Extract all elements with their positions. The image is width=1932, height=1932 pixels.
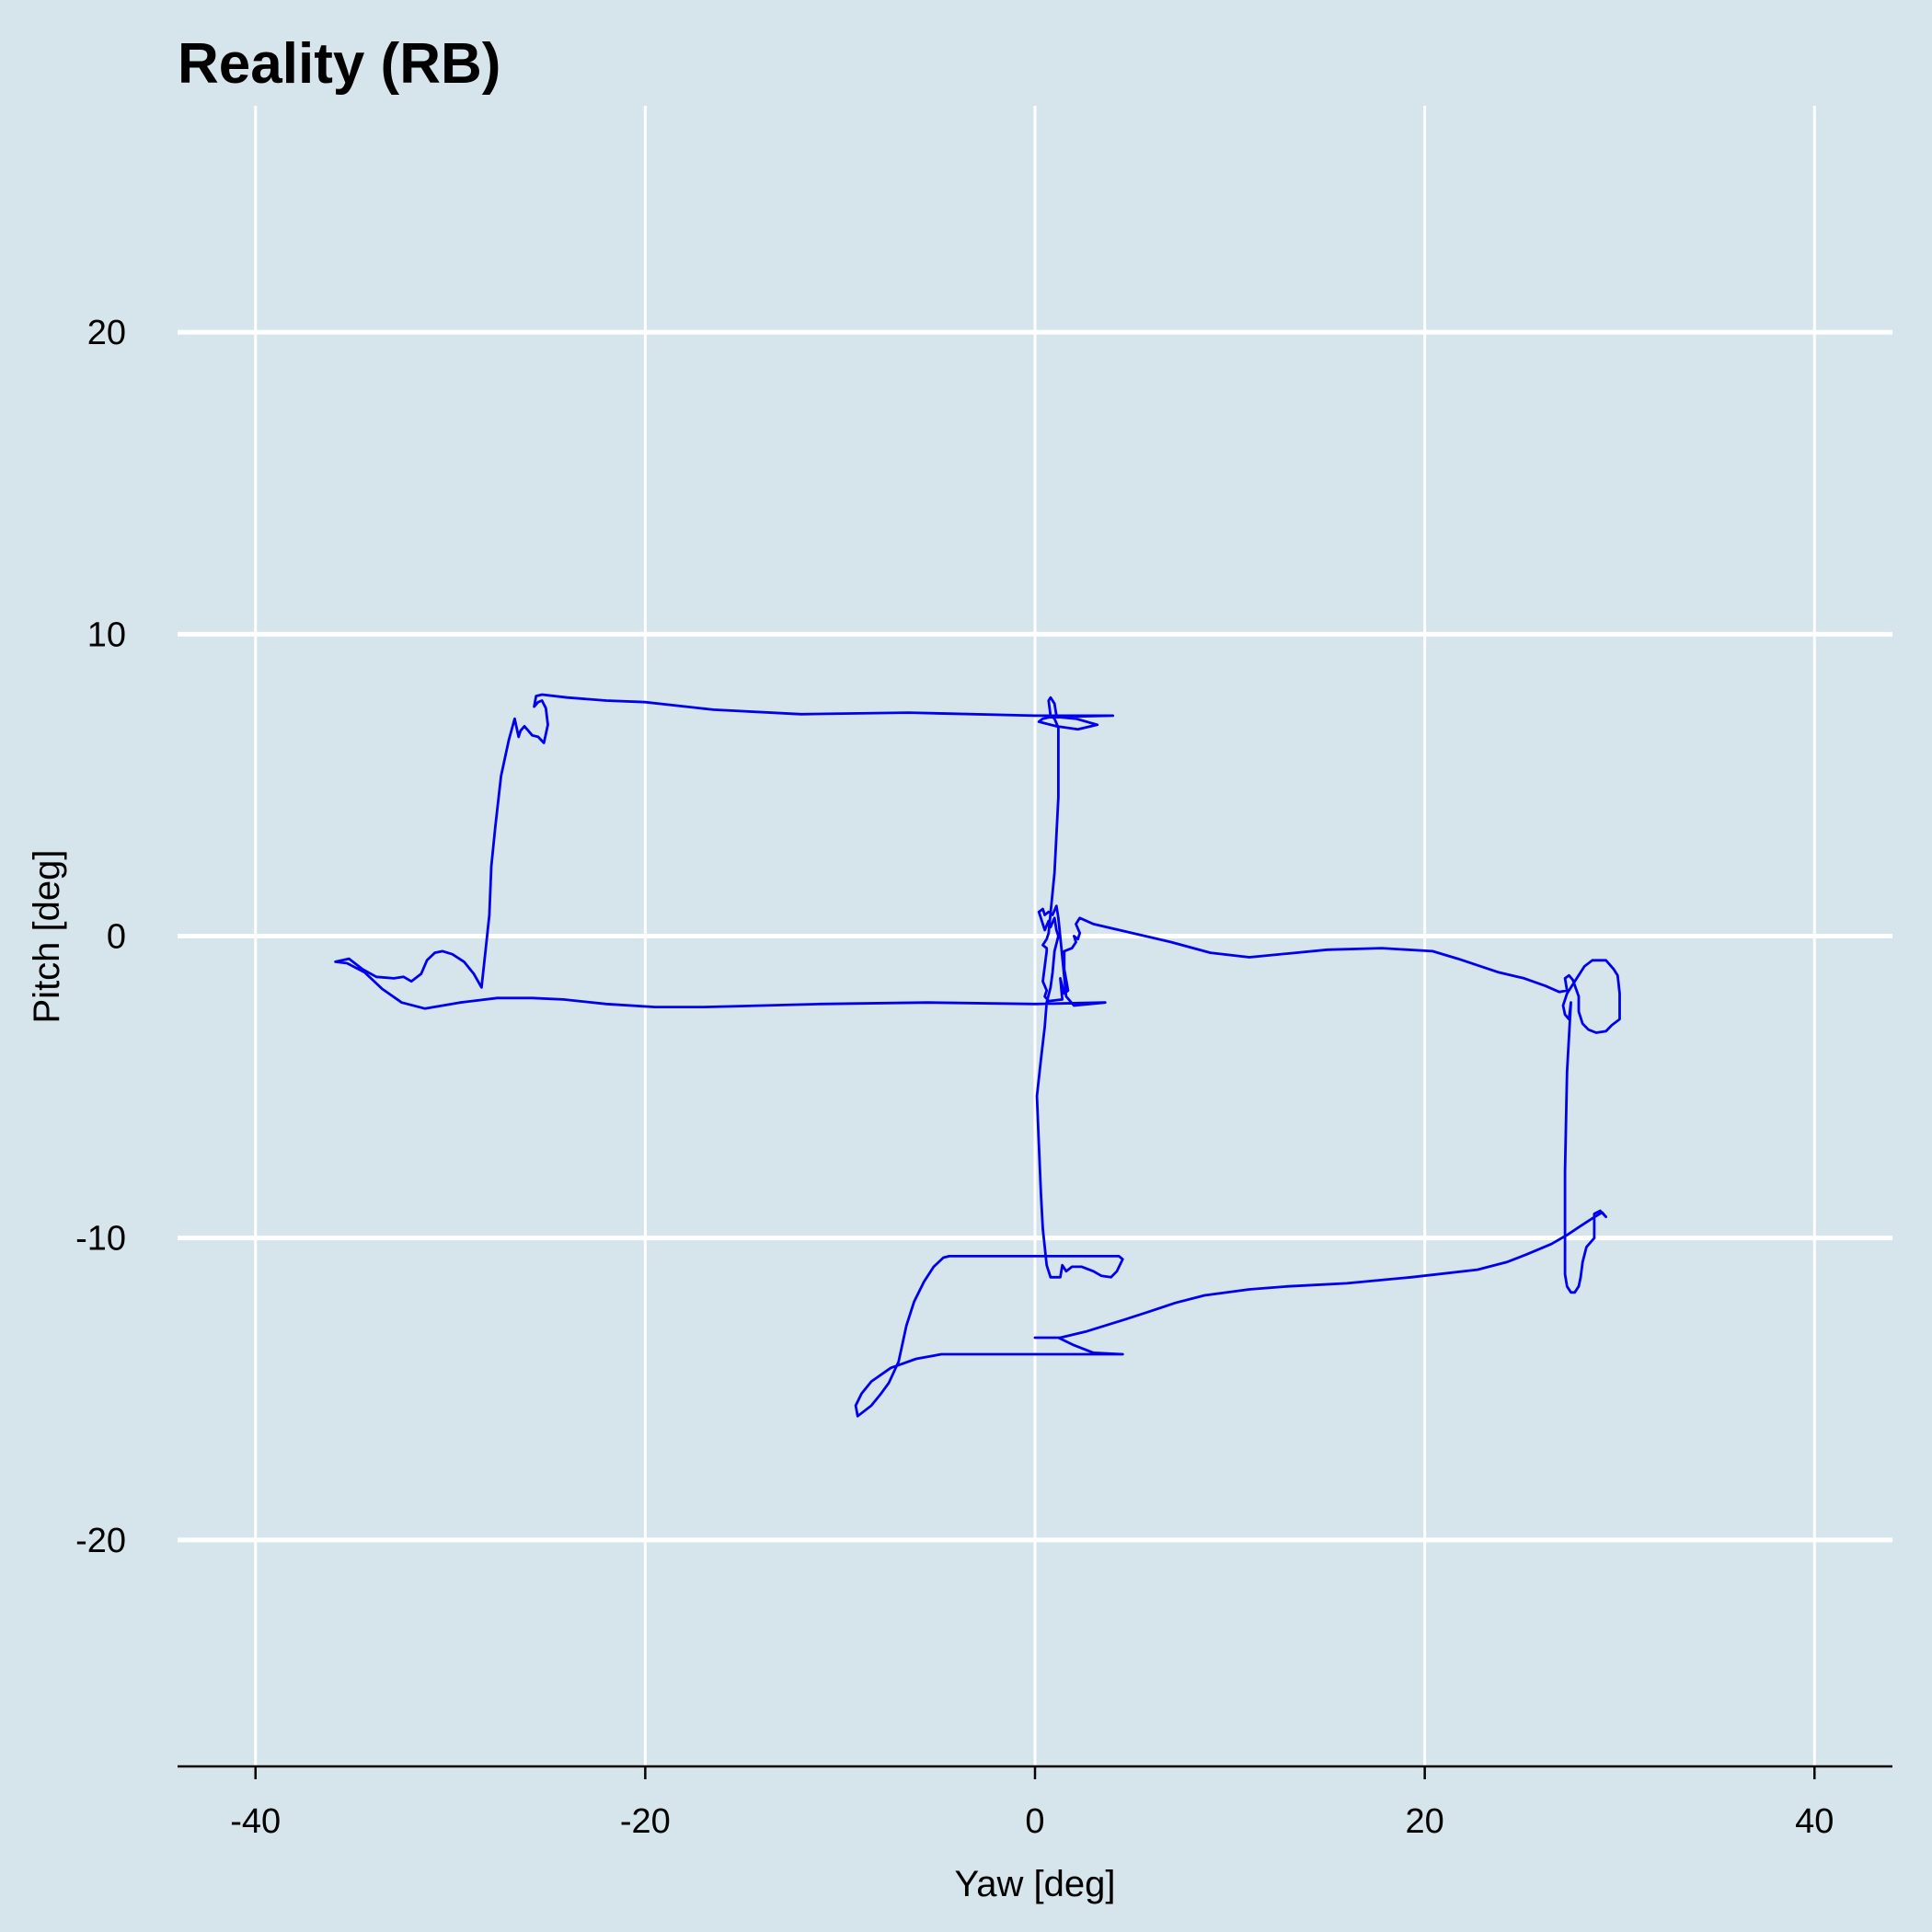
x-tick-label: -20 xyxy=(620,1802,671,1841)
x-axis-title: Yaw [deg] xyxy=(955,1864,1116,1904)
y-axis-ticks: -20 -10 0 10 20 xyxy=(75,314,126,1560)
y-tick-label: -10 xyxy=(75,1220,126,1259)
x-axis-ticks: -40 -20 0 20 40 xyxy=(230,1766,1834,1841)
y-tick-label: 0 xyxy=(107,918,126,957)
y-tick-label: 20 xyxy=(87,314,126,352)
y-axis-title: Pitch [deg] xyxy=(27,849,67,1023)
series-line-1 xyxy=(334,693,1621,1418)
x-tick-label: 0 xyxy=(1025,1802,1044,1841)
series-layer xyxy=(334,693,1621,1418)
horizontal-grid xyxy=(178,329,1892,1543)
y-tick-label: 10 xyxy=(87,615,126,654)
x-tick-label: -40 xyxy=(230,1802,281,1841)
x-tick-label: 40 xyxy=(1795,1802,1834,1841)
chart-title: Reality (RB) xyxy=(178,32,500,96)
x-tick-label: 20 xyxy=(1405,1802,1443,1841)
y-tick-label: -20 xyxy=(75,1522,126,1560)
